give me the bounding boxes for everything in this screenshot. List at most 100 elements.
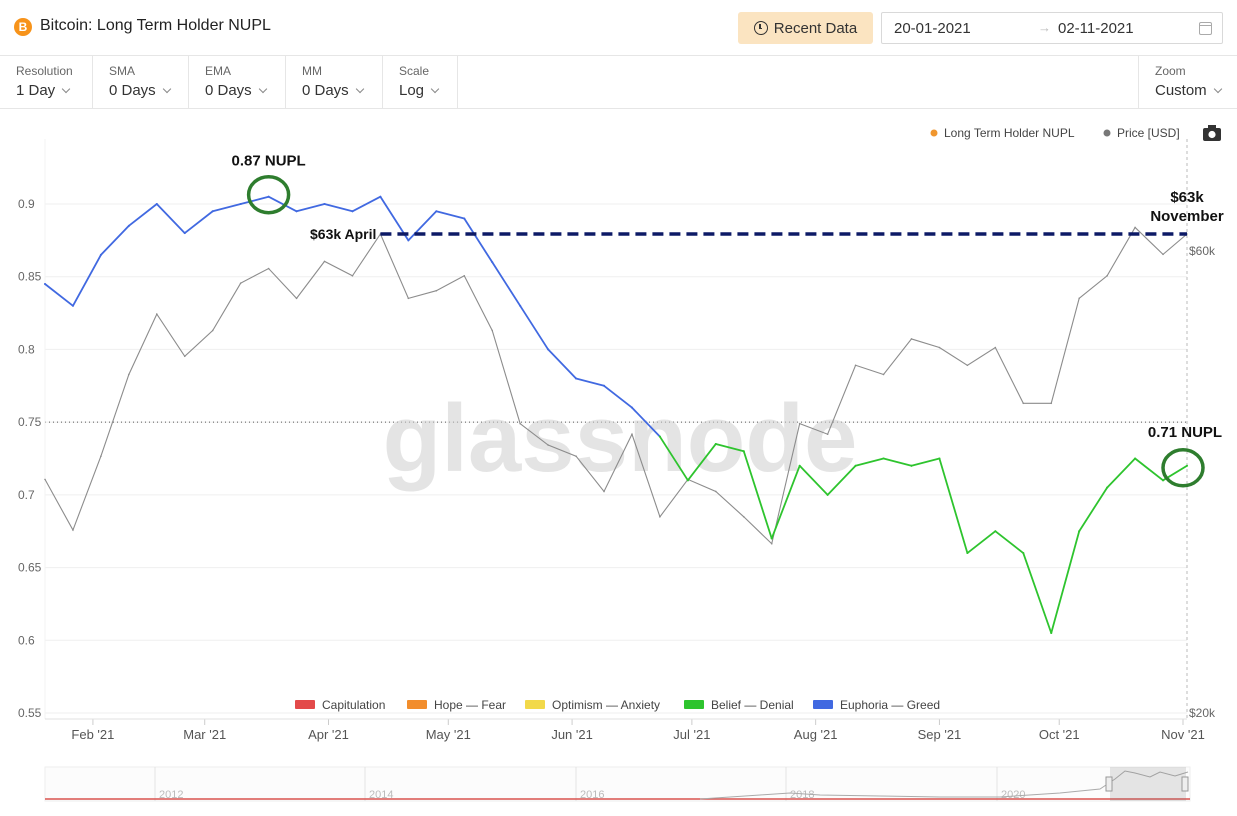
price-point <box>267 267 270 270</box>
x-tick-label: Feb '21 <box>71 727 114 742</box>
price-point <box>211 329 214 332</box>
nupl-segment <box>100 224 130 256</box>
nupl-segment <box>714 443 745 453</box>
chevron-down-icon <box>355 84 364 94</box>
nupl-point <box>407 239 410 242</box>
nupl-segment <box>295 203 326 213</box>
resolution-select[interactable]: Resolution 1 Day <box>0 56 93 109</box>
nupl-point <box>658 435 661 438</box>
y-tick-label: 0.9 <box>18 197 35 211</box>
price-point <box>1022 402 1025 405</box>
legend-bottom[interactable]: Capitulation Hope — Fear Optimism — Anxiet… <box>295 698 940 712</box>
legend-swatch <box>407 700 427 709</box>
price-point <box>854 364 857 367</box>
x-tick-label: Jul '21 <box>673 727 710 742</box>
price-point <box>715 490 717 493</box>
nupl-segment <box>575 377 605 387</box>
nupl-segment <box>435 210 466 220</box>
nupl-point <box>155 203 158 205</box>
nupl-point <box>183 232 186 235</box>
nupl-segment <box>938 457 969 554</box>
nupl-segment <box>463 217 494 264</box>
nupl-segment <box>770 464 801 540</box>
nupl-segment <box>267 195 298 213</box>
price-point <box>994 346 997 349</box>
price-point <box>1078 297 1080 300</box>
price-series <box>44 226 1188 545</box>
nupl-point <box>686 479 689 482</box>
nupl-segment <box>183 210 214 234</box>
price-point <box>770 542 773 545</box>
price-point <box>631 433 633 436</box>
nupl-segment <box>351 195 382 213</box>
date-range-picker[interactable]: 20-01-2021 → 02-11-2021 <box>881 12 1223 44</box>
nupl-segment <box>826 464 857 496</box>
nupl-point <box>714 442 717 445</box>
legend-top[interactable]: Long Term Holder NUPL Price [USD] <box>930 126 1180 140</box>
legend-swatch <box>525 700 545 709</box>
y-right-tick-label: $20k <box>1189 706 1216 720</box>
navigator-year: 2020 <box>1001 789 1025 801</box>
price-point <box>798 422 801 425</box>
nupl-segment <box>1134 457 1164 482</box>
nupl-point <box>798 464 801 467</box>
nupl-segment <box>631 406 661 438</box>
nupl-point <box>211 210 214 213</box>
clock-icon <box>753 21 768 35</box>
nupl-segment <box>407 210 438 242</box>
price-point <box>826 433 829 436</box>
price-point <box>1106 274 1108 277</box>
nupl-segment <box>323 203 354 213</box>
annotation-label: $63k <box>1170 189 1204 206</box>
highlight-circle-november <box>1161 448 1205 488</box>
y-tick-label: 0.85 <box>18 270 42 284</box>
nupl-segment <box>742 450 773 540</box>
price-point <box>407 297 410 300</box>
price-point <box>351 274 354 277</box>
chevron-down-icon <box>162 84 171 94</box>
nupl-point <box>826 493 829 496</box>
calendar-icon[interactable] <box>1199 22 1212 35</box>
navigator-track <box>44 766 1191 802</box>
navigator[interactable]: 2012 2014 2016 2018 2020 <box>44 766 1191 802</box>
price-point <box>882 373 885 376</box>
legend-swatch <box>813 700 833 709</box>
resolution-label: Resolution <box>16 64 73 78</box>
recent-data-button[interactable]: Recent Data <box>738 12 873 44</box>
nupl-point <box>1162 479 1165 482</box>
price-point <box>575 455 577 457</box>
x-axis: Feb '21 Mar '21 Apr '21 May '21 Jun '21 Jul '… <box>45 718 1205 742</box>
mm-select[interactable]: MM 0 Days <box>286 56 383 109</box>
nupl-segment <box>798 464 829 496</box>
page-title: Bitcoin: Long Term Holder NUPL <box>40 17 271 34</box>
navigator-year: 2012 <box>159 789 183 801</box>
nupl-point <box>603 384 606 387</box>
price-point <box>44 478 46 481</box>
y-tick-label: 0.75 <box>18 415 42 429</box>
date-start-input[interactable]: 20-01-2021 <box>894 20 971 37</box>
nupl-segment <box>211 203 242 213</box>
scale-select[interactable]: Scale Log <box>383 56 458 109</box>
nupl-segment <box>1022 552 1053 634</box>
nupl-point <box>239 203 242 205</box>
nupl-segment <box>966 530 997 554</box>
annotation-label: 0.71 NUPL <box>1148 424 1222 441</box>
legend-swatch <box>295 700 315 709</box>
ema-select[interactable]: EMA 0 Days <box>189 56 286 109</box>
date-end-input[interactable]: 02-11-2021 <box>1058 20 1134 37</box>
nupl-point <box>994 530 997 533</box>
x-tick-label: Apr '21 <box>308 727 349 742</box>
nupl-point <box>910 464 913 467</box>
camera-icon[interactable] <box>1203 125 1221 141</box>
zoom-value: Custom <box>1155 82 1222 99</box>
price-point <box>183 355 186 358</box>
annotation-label: $63k April <box>310 226 376 242</box>
zoom-label: Zoom <box>1155 64 1186 78</box>
zoom-select[interactable]: Zoom Custom <box>1138 56 1237 109</box>
nupl-chart: glassnode 0.9 0.85 0.8 0.75 0.7 0.65 0.6 0.55 $… <box>18 125 1224 802</box>
nupl-point <box>435 210 438 213</box>
price-line <box>44 226 1188 545</box>
sma-select[interactable]: SMA 0 Days <box>93 56 189 109</box>
sma-value: 0 Days <box>109 82 171 99</box>
price-point <box>463 274 466 277</box>
